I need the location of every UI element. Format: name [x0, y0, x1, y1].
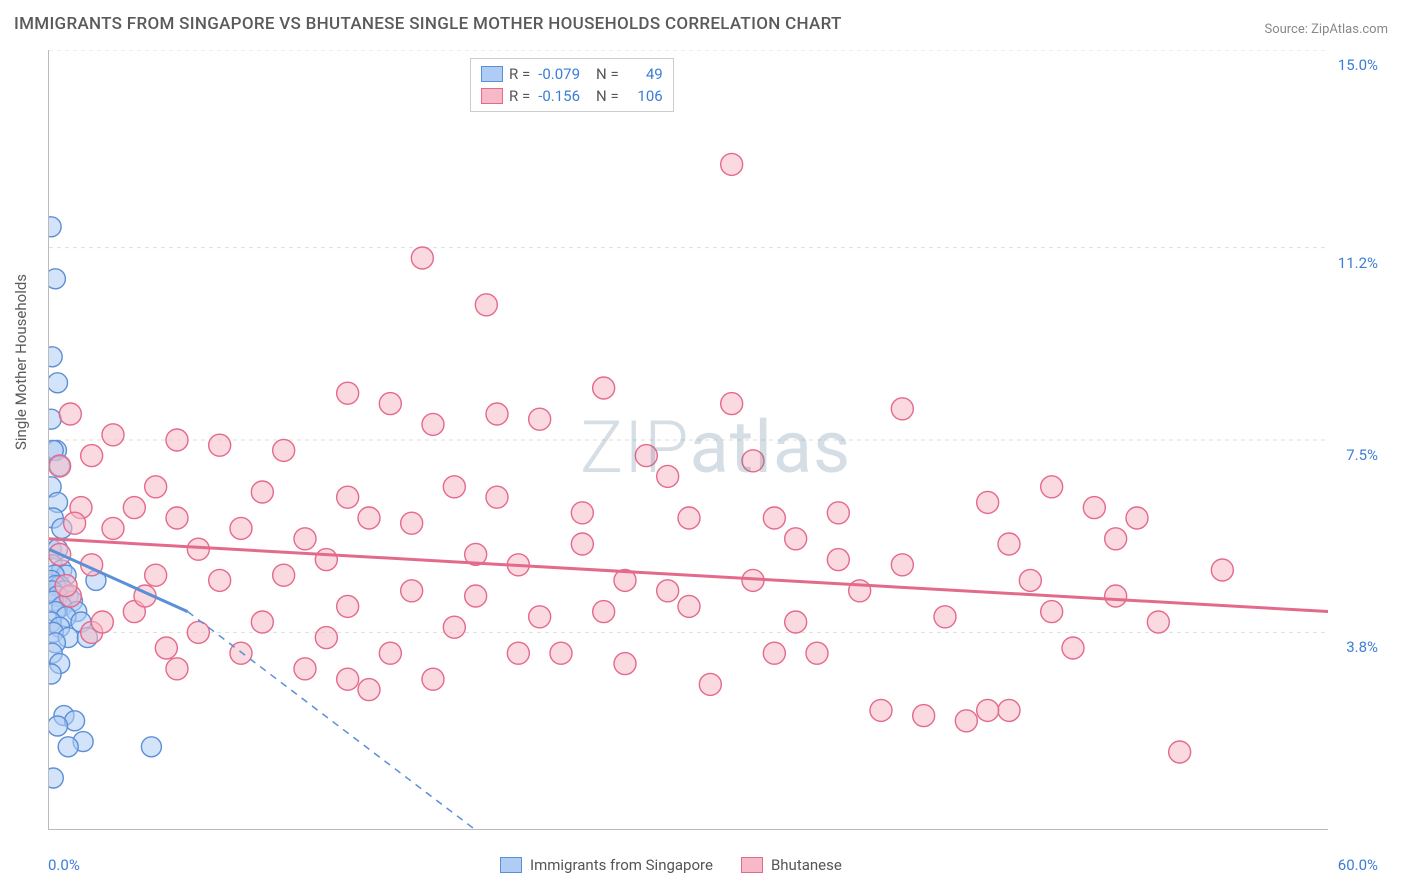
chart-title: IMMIGRANTS FROM SINGAPORE VS BHUTANESE S… [14, 14, 842, 34]
y-tick-label: 7.5% [1346, 446, 1378, 464]
legend-swatch [481, 66, 503, 82]
scatter-plot-svg [49, 50, 1328, 829]
legend-series-item: Immigrants from Singapore [500, 856, 713, 874]
y-axis-label: Single Mother Households [12, 274, 30, 450]
legend-correlation-row: R = -0.079 N = 49 [481, 63, 663, 85]
r-value: -0.079 [538, 63, 580, 85]
x-axis-min-label: 0.0% [48, 856, 80, 874]
source-attribution: Source: ZipAtlas.com [1264, 22, 1388, 37]
n-value: 106 [627, 85, 663, 107]
legend-series-item: Bhutanese [741, 856, 842, 874]
legend-series: Immigrants from Singapore Bhutanese [500, 856, 842, 874]
y-tick-label: 11.2% [1338, 254, 1378, 272]
y-tick-label: 15.0% [1338, 56, 1378, 74]
n-value: 49 [627, 63, 663, 85]
legend-correlation-box: R = -0.079 N = 49 R = -0.156 N = 106 [470, 58, 674, 112]
legend-swatch [481, 88, 503, 104]
n-label: N = [596, 85, 619, 107]
r-value: -0.156 [538, 85, 580, 107]
legend-swatch [500, 857, 522, 873]
x-axis-max-label: 60.0% [1338, 856, 1378, 874]
plot-area [48, 50, 1328, 830]
n-label: N = [596, 63, 619, 85]
legend-series-label: Bhutanese [771, 856, 842, 874]
legend-correlation-row: R = -0.156 N = 106 [481, 85, 663, 107]
y-tick-label: 3.8% [1346, 638, 1378, 656]
r-label: R = [509, 63, 530, 85]
legend-swatch [741, 857, 763, 873]
r-label: R = [509, 85, 530, 107]
legend-series-label: Immigrants from Singapore [530, 856, 713, 874]
